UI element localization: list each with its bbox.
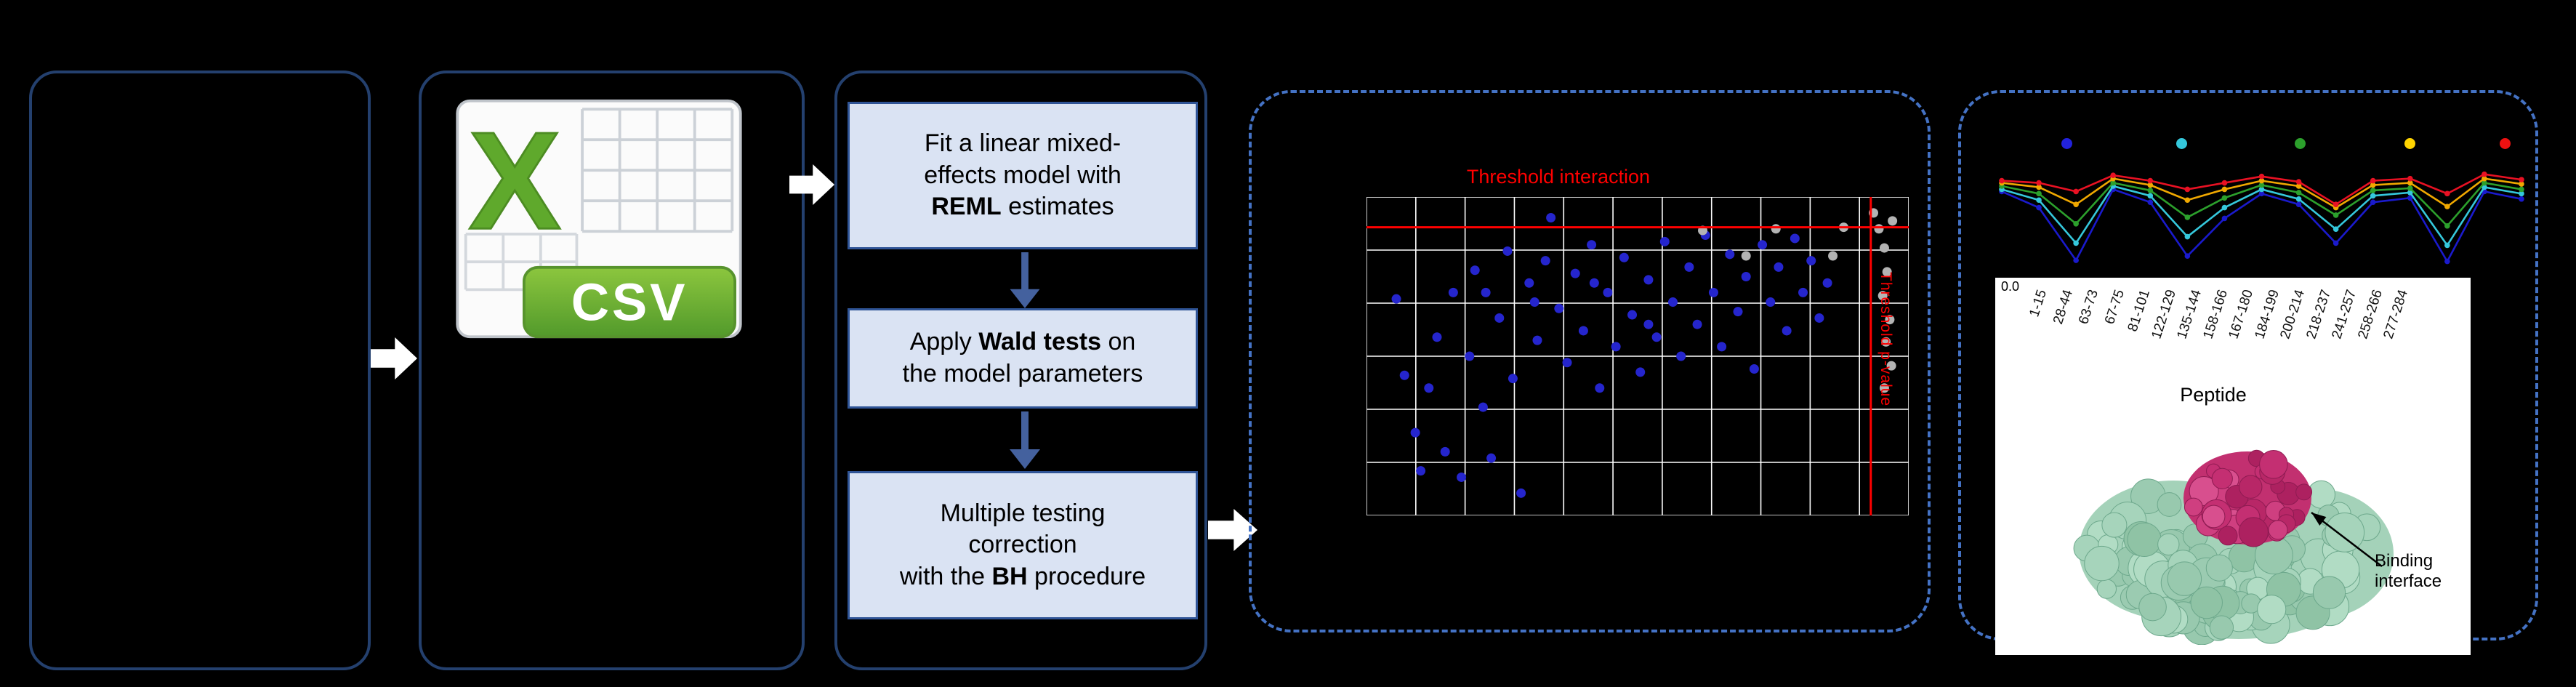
uptake-line-chart (1999, 171, 2524, 265)
step2-line2: the model parameters (902, 360, 1143, 387)
right-arrow-icon (371, 337, 417, 379)
csv-label: CSV (571, 273, 688, 332)
step3-line3: with the BH procedure (899, 562, 1146, 590)
step-wald-box: Apply Wald tests on the model parameters (848, 308, 1198, 409)
y-axis-tick-label: 0.0 (2001, 279, 2020, 294)
series-legend-dots (1961, 93, 2535, 158)
scatter-title: Threshold interaction (1466, 166, 1651, 188)
annotation-arrow-icon (2311, 512, 2383, 567)
binding-interface-label: Binding interface (2375, 551, 2442, 591)
step2-line1: Apply Wald tests on (909, 328, 1136, 356)
step-reml-box: Fit a linear mixed- effects model with R… (848, 102, 1198, 249)
peptide-axis-labels: 1-15 28-44 63-73 67-75 81-101 122-129 135-144 1… (1995, 278, 2471, 387)
legend-dot (2500, 138, 2511, 149)
step1-line2: effects model with (924, 161, 1122, 189)
panel-csv-input: X CSV (419, 71, 805, 670)
step3-line2: correction (968, 531, 1077, 559)
x-axis-title: Peptide (2180, 384, 2247, 406)
spreadsheet-grid-lower (464, 233, 579, 292)
step1-line3: REML estimates (931, 193, 1114, 221)
legend-dot (2061, 138, 2072, 149)
csv-file-icon: X CSV (456, 99, 742, 339)
binding-label-line1: Binding (2375, 551, 2434, 571)
line-series-green (1999, 180, 2524, 229)
legend-dot (2404, 138, 2415, 149)
protein-surface (2073, 478, 2394, 645)
legend-dot (2295, 138, 2306, 149)
protein-structure (2073, 449, 2394, 645)
step-bh-box: Multiple testing correction with the BH … (848, 471, 1198, 619)
step1-line1: Fit a linear mixed- (924, 129, 1122, 158)
panel-uptake-profile: 0.0 1-15 28-44 63-73 67-75 81-101 122-129 135-… (1958, 90, 2538, 655)
binding-region (2183, 449, 2313, 547)
panel-volcano-plot: Threshold interaction Threshold p-value (1249, 90, 1931, 632)
line-series-cyan (1999, 183, 2524, 249)
binding-label-line2: interface (2375, 571, 2442, 591)
panel-empty-input (29, 71, 371, 670)
step3-line1: Multiple testing (940, 499, 1106, 527)
panel-stats-pipeline: Fit a linear mixed- effects model with R… (834, 71, 1207, 670)
excel-x-letter: X (469, 103, 561, 258)
scatter-side-label: Threshold p-value (1877, 272, 1894, 407)
threshold-lines (1367, 197, 1909, 515)
csv-banner (523, 265, 736, 339)
down-arrow-icon (1010, 411, 1040, 469)
scatter-points-significant-peptides (1391, 212, 1832, 498)
scatter-grid (1367, 197, 1909, 515)
spreadsheet-grid (581, 108, 734, 233)
down-arrow-icon (1010, 252, 1040, 309)
legend-dot (2176, 138, 2187, 149)
line-series-red (1999, 171, 2524, 207)
scatter-plot (1367, 197, 1909, 515)
peptide-axis-area: 0.0 1-15 28-44 63-73 67-75 81-101 122-129 135-… (1995, 278, 2471, 655)
